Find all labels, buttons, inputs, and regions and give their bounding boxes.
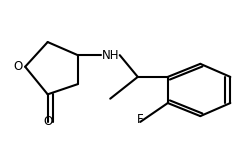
Text: NH: NH [101, 49, 118, 62]
Text: F: F [136, 112, 143, 126]
Text: O: O [43, 115, 52, 128]
Text: O: O [13, 60, 22, 73]
